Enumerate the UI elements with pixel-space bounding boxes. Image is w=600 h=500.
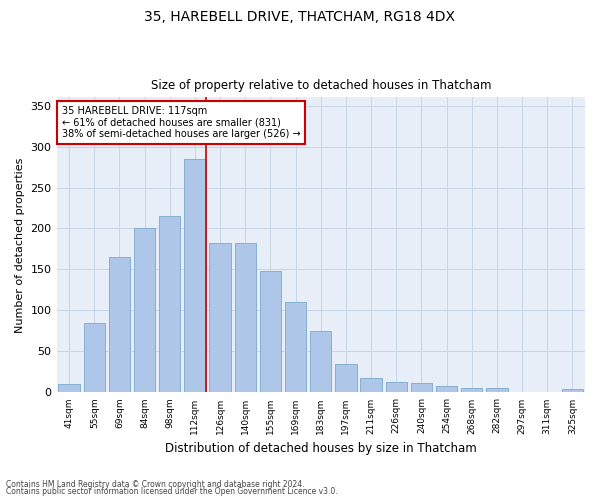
Y-axis label: Number of detached properties: Number of detached properties xyxy=(15,157,25,332)
Bar xyxy=(260,271,281,392)
Bar xyxy=(83,323,105,392)
Bar xyxy=(562,389,583,392)
Bar xyxy=(310,331,331,392)
Text: 35 HAREBELL DRIVE: 117sqm
← 61% of detached houses are smaller (831)
38% of semi: 35 HAREBELL DRIVE: 117sqm ← 61% of detac… xyxy=(62,106,301,140)
Bar xyxy=(58,384,80,392)
Bar xyxy=(411,384,432,392)
Text: 35, HAREBELL DRIVE, THATCHAM, RG18 4DX: 35, HAREBELL DRIVE, THATCHAM, RG18 4DX xyxy=(145,10,455,24)
Bar xyxy=(159,216,181,392)
Bar xyxy=(285,302,307,392)
Text: Contains HM Land Registry data © Crown copyright and database right 2024.: Contains HM Land Registry data © Crown c… xyxy=(6,480,305,489)
Text: Contains public sector information licensed under the Open Government Licence v3: Contains public sector information licen… xyxy=(6,487,338,496)
Bar xyxy=(361,378,382,392)
Bar xyxy=(436,386,457,392)
Bar xyxy=(386,382,407,392)
Bar xyxy=(134,228,155,392)
Bar xyxy=(209,243,231,392)
Bar xyxy=(486,388,508,392)
Bar xyxy=(335,364,356,392)
Bar xyxy=(461,388,482,392)
Bar xyxy=(235,243,256,392)
X-axis label: Distribution of detached houses by size in Thatcham: Distribution of detached houses by size … xyxy=(165,442,476,455)
Bar xyxy=(184,159,206,392)
Bar xyxy=(109,257,130,392)
Title: Size of property relative to detached houses in Thatcham: Size of property relative to detached ho… xyxy=(151,79,491,92)
